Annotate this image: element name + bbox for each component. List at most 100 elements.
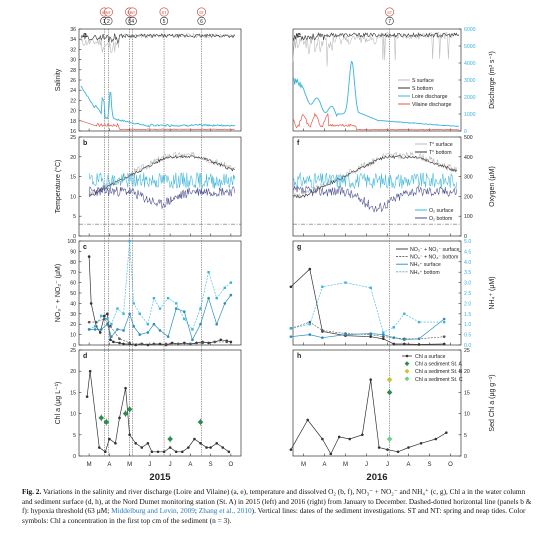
nh4-surface-2016-point <box>442 317 446 321</box>
legend-h-0: Chl a surface <box>415 354 446 360</box>
y2015-tide-label: NT <box>130 11 136 15</box>
chla-surface-2016-point <box>407 446 410 449</box>
nh4-bottom-2015-point <box>158 307 162 310</box>
month-label: M <box>127 462 132 468</box>
nox-surface-2015-point <box>87 255 91 258</box>
chla-surface-2015-point <box>108 437 111 441</box>
discharge-tick-label: 0 <box>464 129 467 135</box>
axis-label-nox: NO₃⁻ + NO₂⁻ (µM) <box>55 264 62 322</box>
nox-bottom-2016-point <box>321 329 324 332</box>
nh4-tick-label: 2.5 <box>464 291 471 297</box>
month-label: A <box>107 462 111 468</box>
nh4-surface-2016-point <box>321 336 324 340</box>
salinity-tick-label: 34 <box>70 37 76 43</box>
nox-surface-2015-point <box>106 312 109 316</box>
caption-ref-middelburg[interactable]: Middelburg and Levin, 2009 <box>111 506 195 516</box>
temperature-tick-label: 15 <box>70 175 76 181</box>
sedchla-tick-label: 25 <box>464 348 470 354</box>
axis-label-salinity: Salinity <box>55 68 62 91</box>
figure-2: abcdefgh16182022242628303234360510152025… <box>54 7 496 483</box>
chla-surface-2015-point <box>104 450 107 454</box>
nox-surface-2016-line <box>290 268 445 345</box>
legend-f-oxy-1: O₂ bottom <box>429 216 452 222</box>
panel-frame <box>292 136 462 237</box>
y2015-tide-badge <box>197 7 207 17</box>
chla-surface-2015-point <box>140 446 144 449</box>
nox-surface-2015-point <box>118 341 121 345</box>
salinity-tick-label: 22 <box>70 98 76 104</box>
chla-surface-2015-point <box>97 446 101 449</box>
y2015-tide-label: NT <box>106 11 112 15</box>
nh4-tick-label: 1.0 <box>464 322 471 328</box>
salinity-bottom-2015 <box>80 33 236 44</box>
nox-surface-2016-point <box>289 285 293 289</box>
salinity-surface-2016 <box>292 31 460 67</box>
y2016-investigation-number: 7 <box>388 19 391 25</box>
nox-bottom-2015-point <box>94 320 98 324</box>
chla-surface-2015-point <box>150 450 154 454</box>
axis-label-chla: Chl a (µg L⁻¹) <box>55 382 62 425</box>
chla-surface-2016-point <box>369 378 373 381</box>
chla-tick-label: 20 <box>70 369 76 375</box>
discharge-tick-label: 2000 <box>464 95 476 101</box>
caption-text-2: ). Vertical lines: dates of the sediment… <box>22 506 526 525</box>
nox-surface-2015-point <box>158 342 162 346</box>
chla-surface-2016-point <box>445 431 448 434</box>
month-label: J <box>148 462 151 468</box>
loire-discharge-2016 <box>292 60 459 128</box>
y2015-investigation-number: 4 <box>131 19 134 25</box>
temperature-surface-2016 <box>292 151 458 199</box>
nh4-surface-2016-point <box>392 336 396 340</box>
month-label: S <box>427 462 431 468</box>
nox-tick-label: 90 <box>70 249 76 255</box>
y2015-investigation-badge <box>104 16 113 26</box>
nox-bottom-2015-point <box>225 340 229 344</box>
nh4-surface-2015-point <box>99 328 103 331</box>
sedchla-tick-label: 5 <box>464 433 467 439</box>
axis-label-discharge: Discharge (m³ s⁻¹) <box>489 51 496 109</box>
nh4-tick-label: 3.0 <box>464 281 471 287</box>
legend-swatch <box>404 361 410 366</box>
chla-surface-2016-point <box>419 441 423 445</box>
nh4-surface-2015-point <box>116 328 119 331</box>
oxygen-surface-2015 <box>88 171 236 190</box>
chla-surface-2016-point <box>337 435 341 439</box>
sedchla-tick-label: 15 <box>464 390 470 396</box>
nh4-bottom-2016-point <box>321 285 324 288</box>
temperature-bottom-2016 <box>292 154 458 199</box>
y2015-investigation-number: 1 <box>103 19 106 25</box>
nh4-surface-2015-point <box>110 335 113 338</box>
nox-bottom-2015-point <box>140 342 144 346</box>
nh4-bottom-2015-point <box>191 328 194 331</box>
legend-h-2: Chl a sediment St. B <box>415 369 463 375</box>
nox-bottom-2015-point <box>118 337 121 341</box>
nox-surface-2015-point <box>89 302 93 305</box>
nh4-tick-label: 2.0 <box>464 301 471 307</box>
panel-frame <box>292 349 462 457</box>
nh4-bottom-2015-point <box>166 297 170 300</box>
nh4-tick-label: 0.5 <box>464 333 471 339</box>
nh4-bottom-2015-point <box>116 307 119 310</box>
y2015-investigation-number: 2 <box>107 19 110 25</box>
panel-letter: h <box>297 353 301 360</box>
chla-surface-2016-point <box>329 452 333 456</box>
nox-bottom-2015-point <box>109 324 112 328</box>
y2015-tide-label: ST <box>102 11 108 15</box>
chla-surface-2015-point <box>114 441 117 445</box>
nh4-surface-2015-line <box>89 294 232 341</box>
nh4-bottom-2015-point <box>100 314 103 318</box>
chla-tick-label: 5 <box>73 433 76 439</box>
discharge-tick-label: 5000 <box>464 44 476 50</box>
chla-surface-2015-point <box>85 395 89 398</box>
month-label: J <box>169 462 172 468</box>
chla-surface-2015-point <box>168 446 172 449</box>
nox-surface-2016-point <box>308 267 312 271</box>
axis-label-nh4: NH₄⁺ (µM) <box>489 276 496 309</box>
caption-ref-zhang[interactable]: Zhang et al., 2010 <box>198 506 252 516</box>
nox-surface-2015-point <box>109 338 112 342</box>
nh4-bottom-2016-point <box>403 312 406 315</box>
y2016-investigation-badge <box>385 16 394 26</box>
nox-bottom-2016-point <box>382 335 385 338</box>
nox-surface-2016-point <box>392 342 396 346</box>
nh4-bottom-2016-line <box>290 282 445 333</box>
